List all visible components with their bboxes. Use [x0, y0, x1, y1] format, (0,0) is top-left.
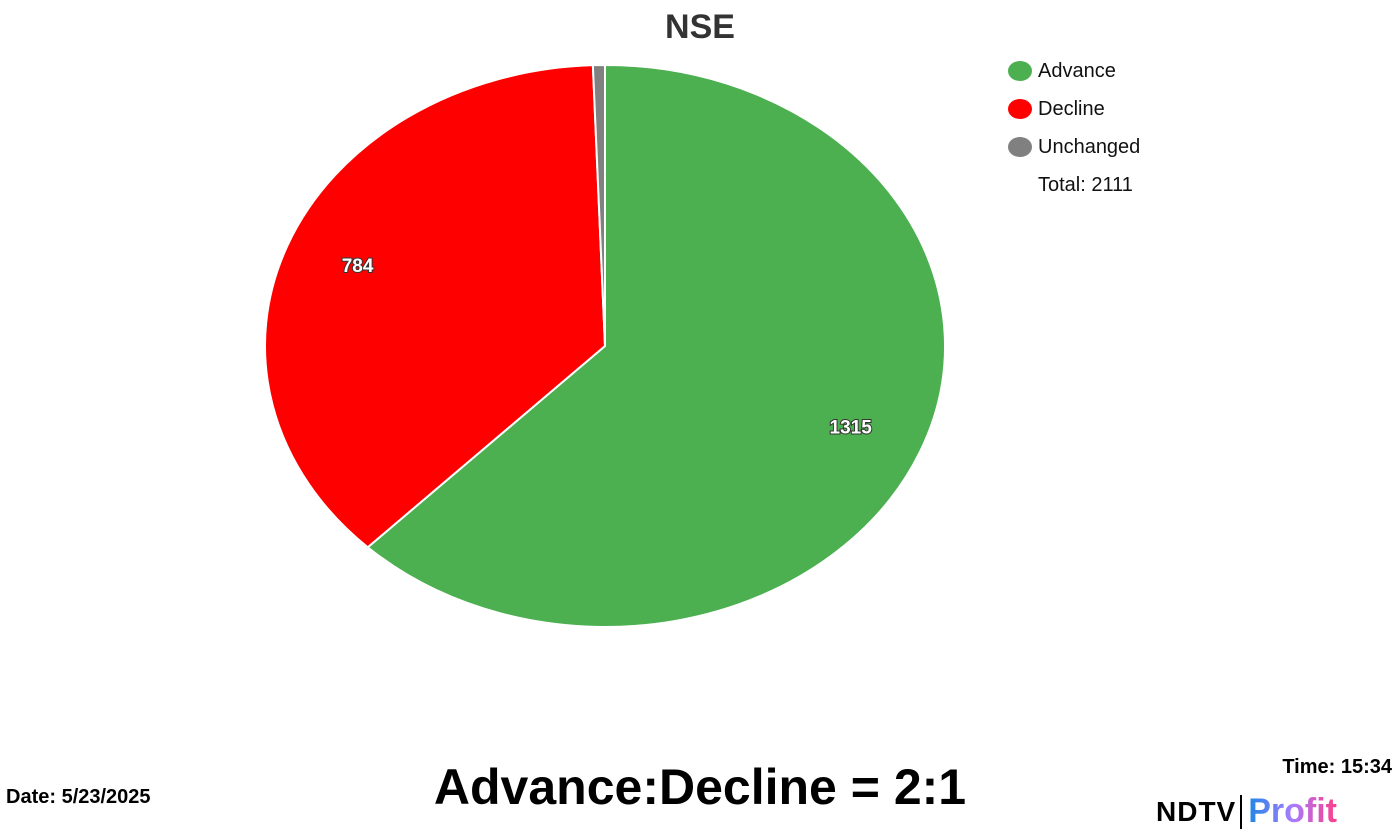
- date-label: Date: 5/23/2025: [6, 786, 151, 808]
- advance-decline-ratio: Advance:Decline = 2:1: [433, 759, 967, 815]
- slice-label-decline: 784: [342, 256, 374, 277]
- legend-label: Advance: [1038, 59, 1116, 82]
- legend-label: Unchanged: [1038, 135, 1141, 158]
- legend-item-unchanged[interactable]: Unchanged: [1008, 128, 1140, 166]
- slice-label-advance: 1315: [830, 418, 873, 439]
- legend-item-decline[interactable]: Decline: [1008, 90, 1140, 128]
- pie-slice-advance[interactable]: [366, 63, 946, 628]
- legend-marker: [1008, 61, 1032, 81]
- logo-divider: [1240, 794, 1243, 829]
- chart-title: NSE: [665, 8, 735, 46]
- legend-marker: [1008, 99, 1032, 119]
- ndtv-profit-logo: NDTV Profit: [1156, 792, 1337, 831]
- legend-marker: [1008, 137, 1032, 157]
- pie-slice-unchanged[interactable]: [591, 63, 606, 347]
- legend-item-advance[interactable]: Advance: [1008, 52, 1140, 90]
- pie-slice-decline[interactable]: [264, 64, 607, 549]
- time-label: Time: 15:34: [1282, 756, 1392, 778]
- legend-total: Total: 2111: [1038, 173, 1133, 196]
- logo-ndtv: NDTV: [1156, 795, 1237, 827]
- legend-label: Decline: [1038, 97, 1105, 120]
- logo-profit: Profit: [1248, 792, 1338, 830]
- legend: Advance Decline Unchanged Total: 2111: [1008, 52, 1140, 204]
